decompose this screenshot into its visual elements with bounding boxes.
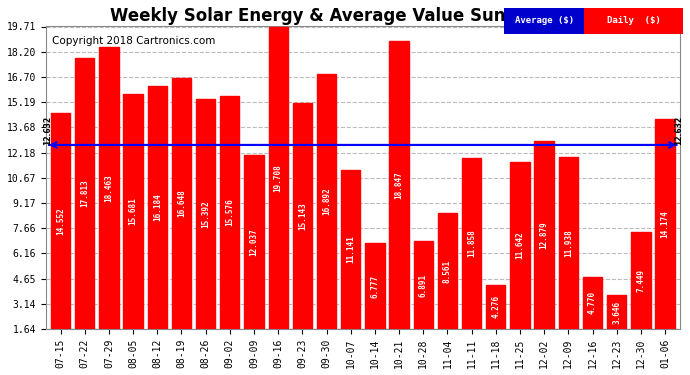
Title: Weekly Solar Energy & Average Value Sun Jan 7 16:30: Weekly Solar Energy & Average Value Sun … — [110, 7, 616, 25]
Bar — [75, 58, 95, 329]
Bar — [148, 86, 167, 329]
Text: 16.184: 16.184 — [152, 194, 161, 221]
Bar — [389, 41, 408, 329]
Text: 12.879: 12.879 — [540, 221, 549, 249]
Text: 6.777: 6.777 — [371, 274, 380, 297]
Bar — [51, 113, 70, 329]
Bar — [583, 277, 602, 329]
Text: 16.892: 16.892 — [322, 188, 331, 215]
Bar — [317, 74, 336, 329]
Bar — [437, 213, 457, 329]
Bar — [631, 232, 651, 329]
Text: 6.891: 6.891 — [419, 273, 428, 297]
Text: Average ($): Average ($) — [515, 16, 573, 25]
Bar — [341, 170, 360, 329]
Bar — [535, 141, 554, 329]
Bar — [293, 103, 312, 329]
Bar — [511, 162, 530, 329]
Text: Daily  ($): Daily ($) — [607, 16, 660, 25]
Text: 18.463: 18.463 — [104, 174, 113, 202]
Text: 3.646: 3.646 — [612, 301, 621, 324]
Bar — [365, 243, 384, 329]
Bar — [559, 157, 578, 329]
Text: 17.813: 17.813 — [80, 180, 89, 207]
Text: 8.561: 8.561 — [443, 260, 452, 283]
Bar — [656, 119, 675, 329]
Text: 12.037: 12.037 — [250, 228, 259, 256]
Text: 11.858: 11.858 — [467, 230, 476, 257]
Text: 15.143: 15.143 — [298, 202, 307, 230]
Text: 14.174: 14.174 — [660, 210, 669, 238]
Bar — [220, 96, 239, 329]
Text: 4.770: 4.770 — [588, 291, 597, 314]
Text: 7.449: 7.449 — [636, 269, 645, 292]
Text: Copyright 2018 Cartronics.com: Copyright 2018 Cartronics.com — [52, 36, 216, 46]
Bar — [244, 155, 264, 329]
Bar — [124, 94, 143, 329]
Text: 18.847: 18.847 — [395, 171, 404, 199]
Text: 15.681: 15.681 — [128, 198, 137, 225]
Text: 11.938: 11.938 — [564, 229, 573, 256]
Bar — [413, 241, 433, 329]
Bar — [196, 99, 215, 329]
Bar — [462, 158, 482, 329]
Text: 15.392: 15.392 — [201, 200, 210, 228]
Bar — [607, 296, 627, 329]
Bar — [486, 285, 506, 329]
Text: 4.276: 4.276 — [491, 296, 500, 318]
Text: 19.708: 19.708 — [274, 164, 283, 192]
Text: 11.141: 11.141 — [346, 236, 355, 263]
Text: 12.632: 12.632 — [43, 116, 52, 145]
Text: 12.632: 12.632 — [674, 116, 683, 145]
Text: 15.576: 15.576 — [226, 198, 235, 226]
Bar — [99, 47, 119, 329]
Text: 16.648: 16.648 — [177, 189, 186, 217]
Text: 14.552: 14.552 — [56, 207, 65, 235]
Text: 11.642: 11.642 — [515, 231, 524, 259]
Bar — [268, 27, 288, 329]
Bar — [172, 78, 191, 329]
